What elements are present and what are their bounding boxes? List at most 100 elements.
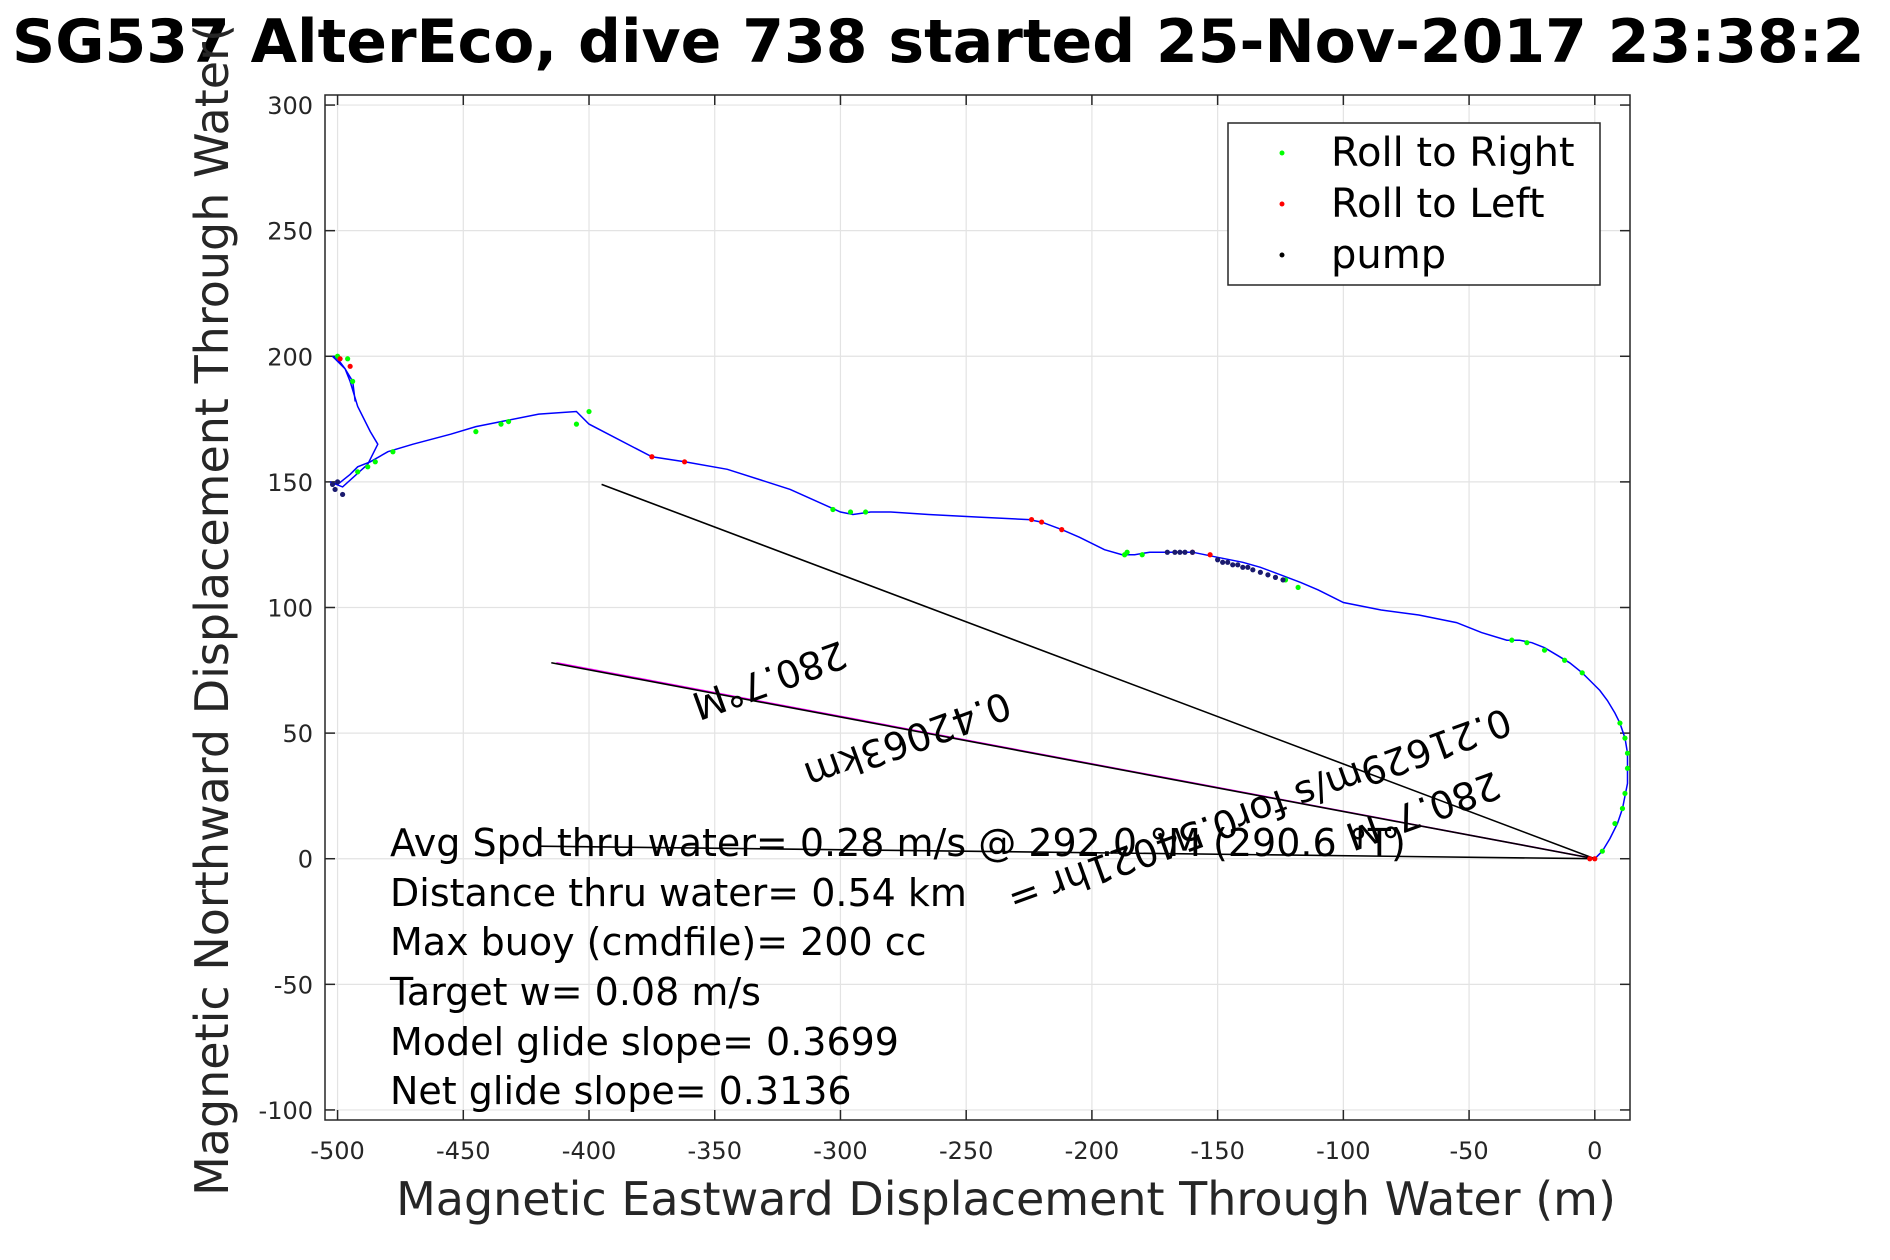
legend-label-roll-right: Roll to Right [1331, 130, 1575, 176]
y-tick-label: 0 [298, 846, 313, 874]
marker-roll-right [1124, 549, 1130, 555]
marker-roll-right [1509, 637, 1515, 643]
track [329, 355, 1629, 860]
marker-roll-right [1619, 805, 1626, 812]
marker-roll-right [1617, 720, 1623, 726]
y-tick-label: 100 [267, 595, 313, 623]
x-tick-label: -400 [562, 1137, 616, 1165]
legend-box [1227, 122, 1601, 286]
stat-line-net-glide: Net glide slope= 0.3136 [390, 1069, 852, 1113]
stat-line-max-buoy: Max buoy (cmdfile)= 200 cc [390, 920, 927, 964]
marker-roll-right [1579, 670, 1585, 676]
legend-marker-roll-right [1279, 150, 1285, 156]
legend-label-pump: pump [1331, 232, 1446, 278]
marker-roll-right [1562, 657, 1568, 663]
marker-pump [1245, 564, 1251, 570]
markers [329, 353, 1631, 862]
marker-roll-right [1295, 584, 1301, 591]
y-tick-label: -50 [274, 971, 313, 999]
stat-line-model-glide: Model glide slope= 0.3699 [390, 1020, 899, 1064]
line-drift [538, 845, 1595, 860]
x-tick-label: -50 [1449, 1137, 1488, 1165]
marker-roll-right [365, 464, 371, 470]
marker-pump [1164, 549, 1170, 555]
legend: Roll to Right Roll to Left pump [1227, 122, 1601, 286]
marker-pump [1189, 549, 1196, 555]
marker-roll-left [337, 356, 343, 362]
heading-lines [538, 483, 1596, 860]
x-tick-label: -100 [1316, 1137, 1370, 1165]
marker-roll-right [355, 469, 361, 475]
marker-pump [1230, 562, 1236, 568]
marker-roll-right [1139, 552, 1145, 558]
marker-pump [1172, 549, 1178, 555]
stats-box: Avg Spd thru water= 0.28 m/s @ 292.0 °M … [389, 821, 1406, 1113]
stat-line-distance: Distance thru water= 0.54 km [390, 871, 967, 915]
marker-roll-left [681, 459, 688, 465]
x-tick-label: -200 [1065, 1137, 1119, 1165]
marker-pump [1265, 572, 1271, 578]
marker-pump [340, 491, 346, 498]
marker-roll-right [1599, 848, 1605, 854]
marker-pump [1177, 549, 1183, 555]
marker-roll-right [1524, 640, 1530, 646]
marker-roll-right [350, 378, 356, 384]
marker-roll-left [1039, 519, 1045, 525]
marker-roll-right [1622, 790, 1628, 797]
marker-pump [1182, 549, 1188, 555]
marker-pump [1220, 559, 1226, 565]
marker-roll-left [649, 454, 655, 460]
chart-title: SG537 AlterEco, dive 738 started 25-Nov-… [12, 7, 1865, 77]
x-axis-label: Magnetic Eastward Displacement Through W… [396, 1172, 1616, 1226]
stat-line-target-w: Target w= 0.08 m/s [389, 970, 761, 1014]
marker-pump [1250, 567, 1256, 573]
x-tick-label: -500 [310, 1137, 364, 1165]
x-tick-label: -150 [1190, 1137, 1244, 1165]
marker-roll-right [863, 509, 869, 515]
marker-roll-right [390, 449, 396, 455]
line-current_heading_2 [551, 661, 1595, 860]
track-line [329, 355, 1629, 860]
legend-marker-roll-left [1279, 201, 1285, 207]
marker-pump [334, 479, 341, 485]
marker-roll-right [586, 408, 592, 415]
marker-pump [1225, 559, 1231, 565]
x-tick-label: -300 [813, 1137, 867, 1165]
marker-roll-right [1622, 735, 1628, 741]
legend-marker-pump [1279, 252, 1285, 258]
marker-pump [1272, 574, 1279, 580]
marker-roll-left [1592, 856, 1598, 862]
marker-roll-right [498, 421, 504, 427]
marker-roll-right [1541, 647, 1548, 653]
marker-roll-left [347, 363, 353, 369]
marker-pump [1280, 577, 1286, 583]
marker-pump [1215, 557, 1221, 563]
marker-pump [329, 481, 336, 487]
marker-pump [332, 486, 338, 493]
x-tick-label: -450 [436, 1137, 490, 1165]
marker-roll-right [372, 459, 378, 465]
stat-line-avg-speed: Avg Spd thru water= 0.28 m/s @ 292.0 °M … [390, 821, 1406, 865]
marker-pump [1257, 569, 1263, 575]
y-tick-label: 50 [282, 720, 313, 748]
marker-roll-right [1624, 765, 1631, 771]
marker-roll-right [1624, 750, 1631, 756]
marker-roll-left [1207, 552, 1213, 558]
ticks: -500 -450 -400 -350 -300 -250 -200 -150 -100 -50 0… [259, 92, 1630, 1165]
marker-roll-right [847, 509, 854, 515]
marker-roll-right [473, 429, 479, 435]
x-tick-label: -250 [939, 1137, 993, 1165]
y-tick-label: 200 [267, 343, 313, 371]
marker-roll-right [830, 506, 836, 513]
marker-roll-left [1587, 856, 1593, 862]
x-tick-label: 0 [1587, 1137, 1602, 1165]
marker-pump [1235, 562, 1241, 568]
x-tick-label: -350 [688, 1137, 742, 1165]
y-tick-label: 150 [267, 469, 313, 497]
marker-roll-right [345, 356, 351, 362]
y-tick-label: 250 [267, 218, 313, 246]
y-axis-label: Magnetic Northward Displacement Through … [185, 24, 239, 1196]
y-tick-label: -100 [259, 1097, 313, 1125]
